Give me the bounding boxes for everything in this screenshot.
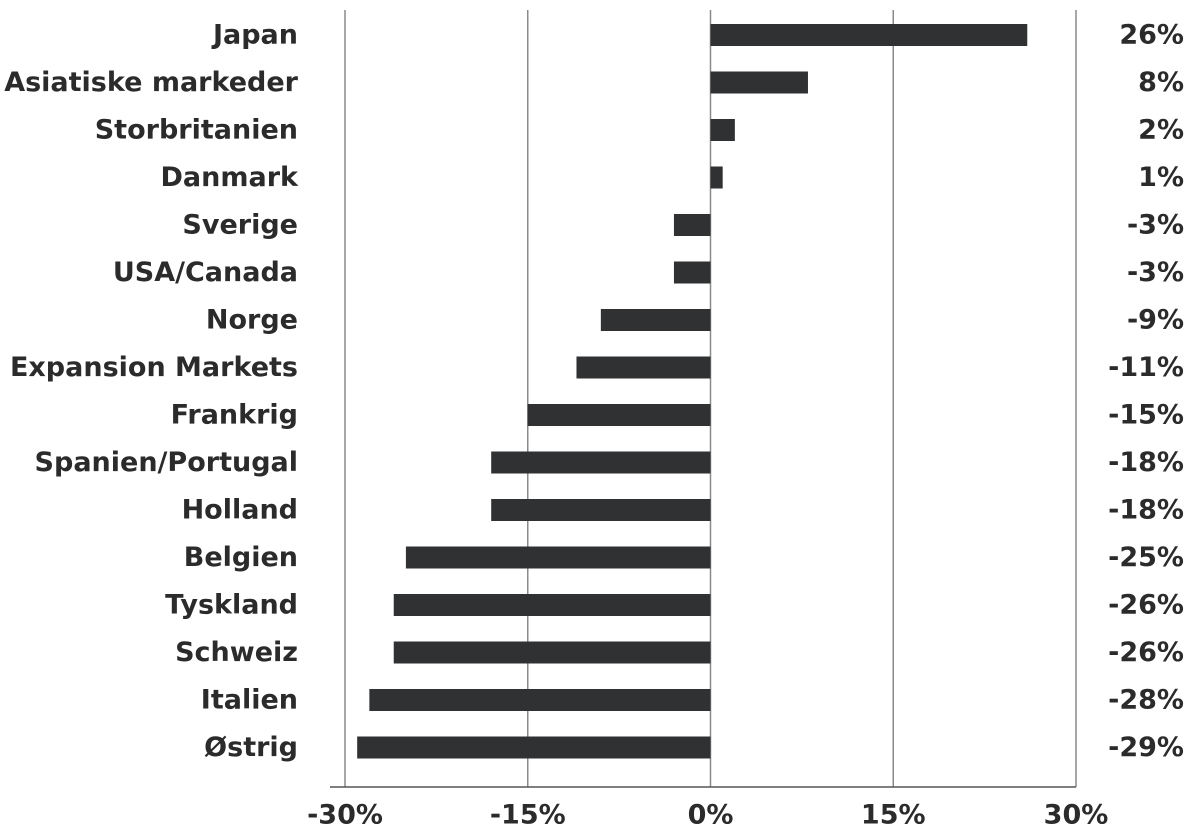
category-label: Tyskland xyxy=(165,590,298,621)
bar xyxy=(393,594,711,616)
bar xyxy=(710,71,808,94)
bar xyxy=(710,166,723,189)
value-label: -26% xyxy=(1108,590,1184,621)
bar xyxy=(491,451,711,474)
category-label: Asiatiske markeder xyxy=(4,67,298,98)
x-tick-label: 15% xyxy=(861,800,926,831)
value-label: -18% xyxy=(1108,447,1184,478)
bar xyxy=(491,499,711,521)
value-label: -3% xyxy=(1127,210,1184,241)
value-label: -18% xyxy=(1108,495,1184,526)
bar xyxy=(393,641,711,664)
category-label: Japan xyxy=(211,20,298,51)
value-label: -25% xyxy=(1108,542,1184,573)
category-label: Holland xyxy=(182,495,298,526)
value-label: -29% xyxy=(1108,732,1184,763)
category-label: Expansion Markets xyxy=(10,352,298,383)
bars xyxy=(357,24,1028,759)
category-labels: Japan Asiatiske markeder Storbritanien Danm… xyxy=(4,20,299,764)
category-label: Danmark xyxy=(161,162,300,193)
value-label: 8% xyxy=(1138,67,1184,98)
value-label: 1% xyxy=(1138,162,1184,193)
bar xyxy=(405,546,711,569)
bar xyxy=(710,24,1028,46)
value-label: 2% xyxy=(1138,115,1184,146)
category-label: Belgien xyxy=(184,542,298,573)
bar xyxy=(673,261,711,284)
category-label: Storbritanien xyxy=(95,115,298,146)
category-label: Sverige xyxy=(182,210,298,241)
category-label: Østrig xyxy=(204,732,298,763)
category-label: Spanien/Portugal xyxy=(35,447,298,478)
bar xyxy=(369,689,711,711)
value-labels: 26% 8% 2% 1% -3% -3% -9% -11% -15% -18% -18% -25% -2… xyxy=(1108,20,1184,764)
category-label: Norge xyxy=(206,305,298,336)
value-label: -11% xyxy=(1108,352,1184,383)
bar xyxy=(527,404,711,426)
value-label: 26% xyxy=(1119,20,1184,51)
x-tick-label: -30% xyxy=(307,800,383,831)
value-label: -3% xyxy=(1127,257,1184,288)
x-tick-label: -15% xyxy=(490,800,566,831)
x-tick-label: 30% xyxy=(1044,800,1109,831)
x-axis-tick-labels: -30% -15% 0% 15% 30% xyxy=(307,800,1108,831)
x-tick-label: 0% xyxy=(688,800,734,831)
value-label: -26% xyxy=(1108,637,1184,668)
value-label: -28% xyxy=(1108,685,1184,716)
bar xyxy=(710,119,735,141)
bar xyxy=(576,356,711,379)
category-label: Italien xyxy=(201,685,298,716)
bar xyxy=(357,736,711,759)
bar xyxy=(600,309,711,331)
bar xyxy=(673,214,711,236)
category-label: Schweiz xyxy=(175,637,298,668)
grid-lines xyxy=(330,10,1077,788)
value-label: -9% xyxy=(1127,305,1184,336)
category-label: Frankrig xyxy=(171,400,298,431)
category-label: USA/Canada xyxy=(113,257,298,288)
value-label: -15% xyxy=(1108,400,1184,431)
